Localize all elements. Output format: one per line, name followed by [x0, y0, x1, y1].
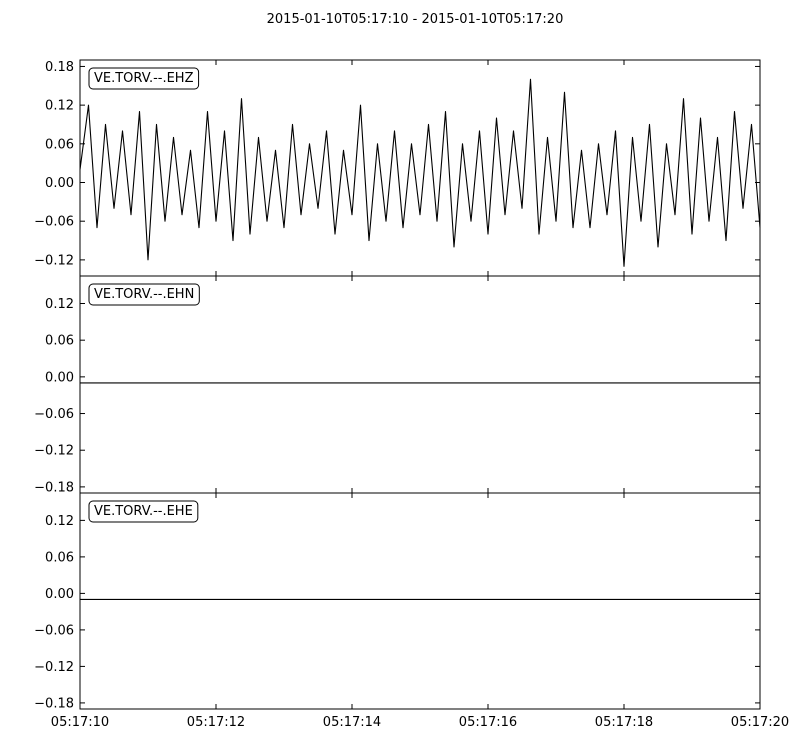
y-tick-label: −0.06	[34, 215, 74, 230]
trace-line	[79, 78, 761, 267]
y-tick-label: −0.12	[34, 660, 74, 675]
x-tick-label: 05:17:12	[187, 715, 245, 730]
y-tick-label: −0.06	[34, 407, 74, 422]
channel-label: VE.TORV.--.EHE	[94, 504, 193, 519]
x-tick-label: 05:17:14	[323, 715, 381, 730]
y-tick-label: 0.00	[45, 587, 74, 602]
y-tick-label: −0.18	[34, 480, 74, 495]
channel-label-box	[88, 500, 199, 523]
y-tick-label: 0.12	[45, 99, 74, 114]
y-tick-label: 0.18	[45, 60, 74, 75]
y-tick-label: −0.12	[34, 444, 74, 459]
y-tick-label: −0.06	[34, 623, 74, 638]
x-tick-label: 05:17:10	[51, 715, 109, 730]
y-tick-label: −0.18	[34, 696, 74, 711]
x-tick-label: 05:17:18	[595, 715, 653, 730]
y-tick-label: 0.06	[45, 550, 74, 565]
y-tick-label: 0.06	[45, 334, 74, 349]
channel-label-box	[88, 67, 200, 90]
channel-label: VE.TORV.--.EHN	[94, 287, 194, 302]
figure-title: 2015-01-10T05:17:10 - 2015-01-10T05:17:2…	[266, 12, 564, 27]
y-tick-label: 0.12	[45, 297, 74, 312]
y-tick-label: 0.00	[45, 370, 74, 385]
channel-label-box	[88, 283, 200, 306]
y-tick-label: −0.12	[34, 253, 74, 268]
channel-label: VE.TORV.--.EHZ	[94, 71, 194, 86]
panel-frame	[79, 492, 761, 710]
x-tick-label: 05:17:20	[731, 715, 789, 730]
y-tick-label: 0.06	[45, 137, 74, 152]
y-tick-label: 0.00	[45, 176, 74, 191]
panel-frame	[79, 275, 761, 494]
y-tick-label: 0.12	[45, 514, 74, 529]
x-tick-label: 05:17:16	[459, 715, 517, 730]
